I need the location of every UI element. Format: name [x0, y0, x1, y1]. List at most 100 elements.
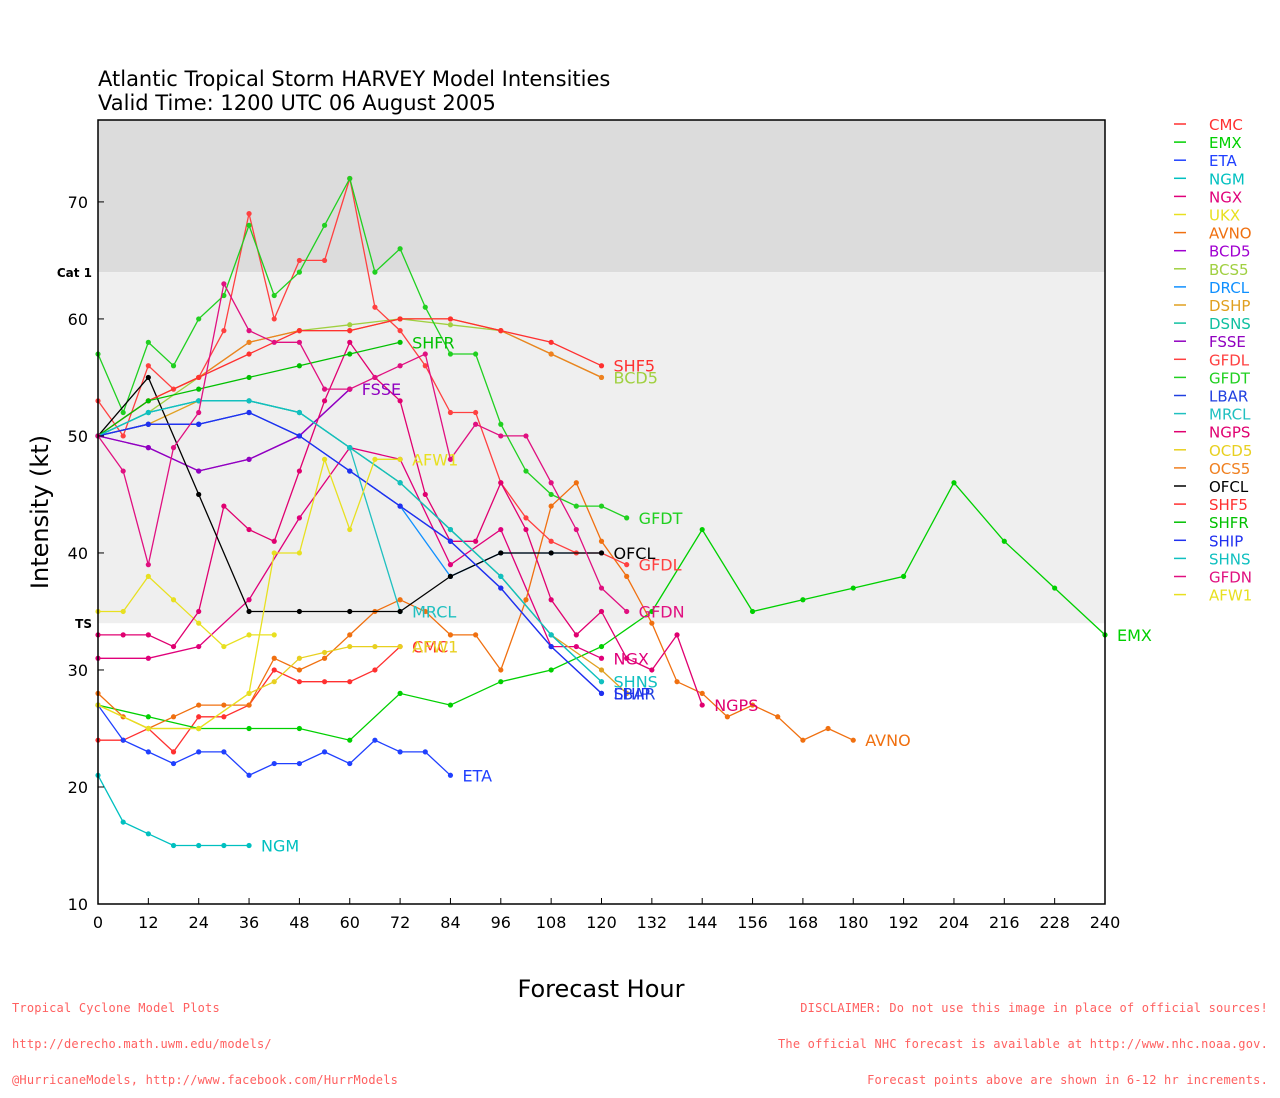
data-point [598, 585, 605, 591]
data-point [196, 468, 202, 474]
data-point [145, 562, 151, 568]
y-tick-label: 10 [68, 895, 88, 914]
data-point [498, 328, 504, 334]
x-tick-label: 72 [390, 913, 410, 932]
x-tick-label: 84 [440, 913, 460, 932]
series-end-label: EMX [1117, 626, 1152, 645]
data-point [170, 842, 177, 849]
data-point [196, 842, 202, 849]
data-point [724, 714, 730, 720]
series-gfdn [95, 281, 630, 615]
data-point [598, 679, 605, 685]
x-tick-label: 132 [637, 913, 668, 932]
data-point [699, 690, 705, 696]
data-point [246, 222, 252, 228]
data-point [145, 409, 151, 416]
data-point [573, 526, 579, 533]
data-point [347, 339, 353, 345]
data-point [246, 702, 252, 708]
legend-entry: GFDL [1209, 351, 1250, 369]
series-end-label: AFW1 [412, 638, 458, 657]
data-point [473, 351, 479, 357]
data-point [548, 643, 554, 650]
data-point [120, 632, 126, 638]
data-point [422, 363, 428, 369]
data-point [196, 749, 202, 755]
series-eta [95, 702, 454, 778]
series-end-label: AFW1 [412, 450, 458, 469]
legend-entry: BCS5 [1209, 261, 1249, 279]
data-point [347, 322, 353, 328]
data-point [321, 649, 328, 656]
data-point [598, 363, 605, 369]
series-afw1 [95, 456, 403, 732]
data-point [548, 491, 554, 498]
footer-disclaimer-line: The official NHC forecast is available a… [777, 1037, 1268, 1051]
series-end-label: FSSE [362, 380, 401, 399]
y-axis-label: Intensity (kt) [26, 435, 54, 589]
band-label: Cat 1 [57, 266, 92, 280]
data-point [901, 573, 907, 579]
data-point [170, 597, 177, 603]
data-point [951, 480, 957, 486]
series-end-label: GFDN [639, 602, 685, 621]
data-point [397, 363, 403, 369]
data-point [598, 550, 605, 556]
data-point [649, 667, 655, 673]
y-tick-label: 50 [68, 427, 88, 446]
data-point [246, 772, 252, 778]
data-point [573, 480, 579, 486]
series-end-label: NGX [614, 649, 649, 668]
series-end-label: SHNS [614, 673, 658, 692]
data-point [221, 749, 227, 755]
data-point [397, 316, 403, 322]
data-point [221, 503, 227, 509]
legend-entry: UKX [1209, 207, 1240, 225]
data-point [598, 503, 605, 509]
x-tick-label: 0 [93, 913, 103, 932]
data-point [624, 562, 630, 568]
data-point [598, 608, 605, 615]
data-point [598, 538, 605, 544]
data-point [649, 608, 655, 615]
data-point [624, 608, 630, 615]
data-point [372, 269, 378, 275]
data-point [347, 175, 353, 182]
data-point [145, 339, 151, 345]
band-0 [98, 120, 1105, 273]
series-end-label: AVNO [865, 731, 910, 750]
data-point [598, 690, 605, 696]
band-1 [98, 272, 1105, 624]
legend-entry: NGX [1209, 188, 1242, 206]
x-tick-label: 168 [788, 913, 819, 932]
series-line [98, 446, 602, 659]
data-point [296, 679, 302, 685]
data-point [271, 538, 277, 544]
series-ocd5 [95, 643, 403, 732]
data-point [347, 468, 353, 474]
data-point [321, 749, 328, 755]
series-ofcl [95, 374, 605, 615]
footer-credit-line[interactable]: @HurricaneModels, http://www.facebook.co… [12, 1073, 399, 1087]
data-point [548, 339, 554, 345]
data-point [372, 374, 378, 381]
data-point [447, 772, 454, 778]
data-point [196, 374, 202, 381]
data-point [498, 573, 504, 579]
legend-entry: SHIP [1209, 532, 1243, 550]
footer-credit-line[interactable]: http://derecho.math.uwm.edu/models/ [12, 1037, 272, 1051]
data-point [347, 679, 353, 685]
data-point [120, 433, 126, 439]
y-tick-label: 70 [68, 193, 88, 212]
data-point [598, 643, 605, 650]
data-point [447, 322, 454, 328]
data-point [246, 211, 252, 217]
series-end-label: BCD5 [614, 368, 658, 387]
data-point [347, 445, 353, 451]
data-point [246, 339, 252, 345]
data-point [296, 433, 302, 439]
data-point [397, 643, 403, 650]
data-point [598, 655, 605, 661]
x-tick-label: 96 [491, 913, 511, 932]
x-tick-label: 228 [1039, 913, 1070, 932]
